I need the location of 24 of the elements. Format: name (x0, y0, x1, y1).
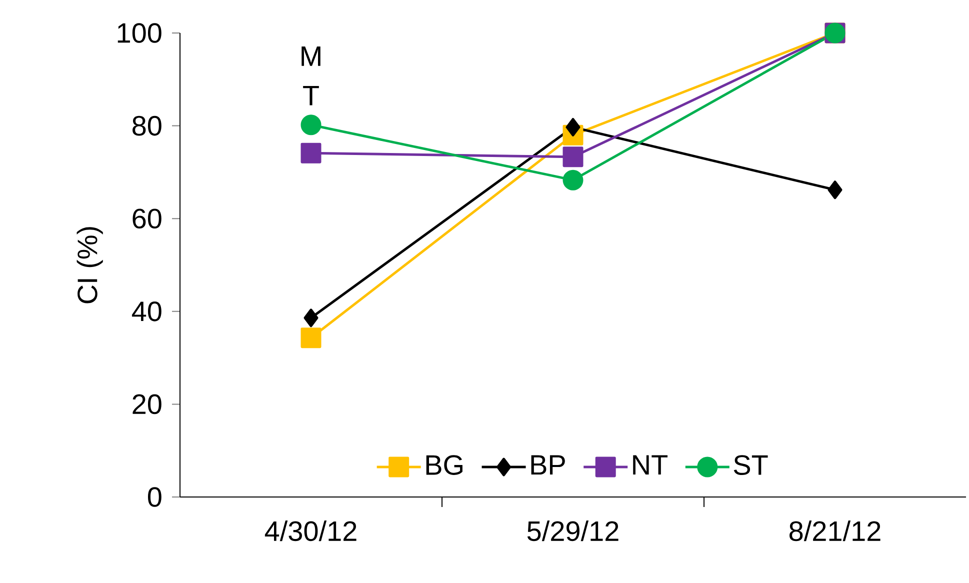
legend-label: BP (531, 455, 565, 475)
legend-label: NT (633, 455, 668, 475)
point (562, 170, 584, 190)
y-tick-label: 40 (132, 301, 162, 322)
x-tick-label: 5/29/12 (527, 520, 618, 542)
annotation: T (303, 86, 319, 106)
y-tick-label: 80 (132, 116, 162, 136)
x-tick-label: 4/30/12 (264, 520, 356, 542)
legend-label: BG (426, 455, 462, 475)
point (828, 180, 842, 200)
point (300, 328, 322, 348)
annotation: M (302, 46, 320, 66)
y-axis-title: CI (%) (76, 227, 103, 304)
y-tick-label: 100 (118, 23, 162, 43)
y-tick-label: 20 (132, 394, 162, 414)
legend-label: ST (734, 455, 768, 475)
point (304, 308, 318, 328)
y-tick-label: 60 (132, 208, 162, 229)
point (300, 142, 322, 164)
y-tick-label: 0 (148, 487, 162, 507)
point (566, 118, 580, 136)
point (562, 146, 584, 168)
x-tick-label: 8/21/12 (790, 520, 880, 542)
point (300, 114, 322, 136)
